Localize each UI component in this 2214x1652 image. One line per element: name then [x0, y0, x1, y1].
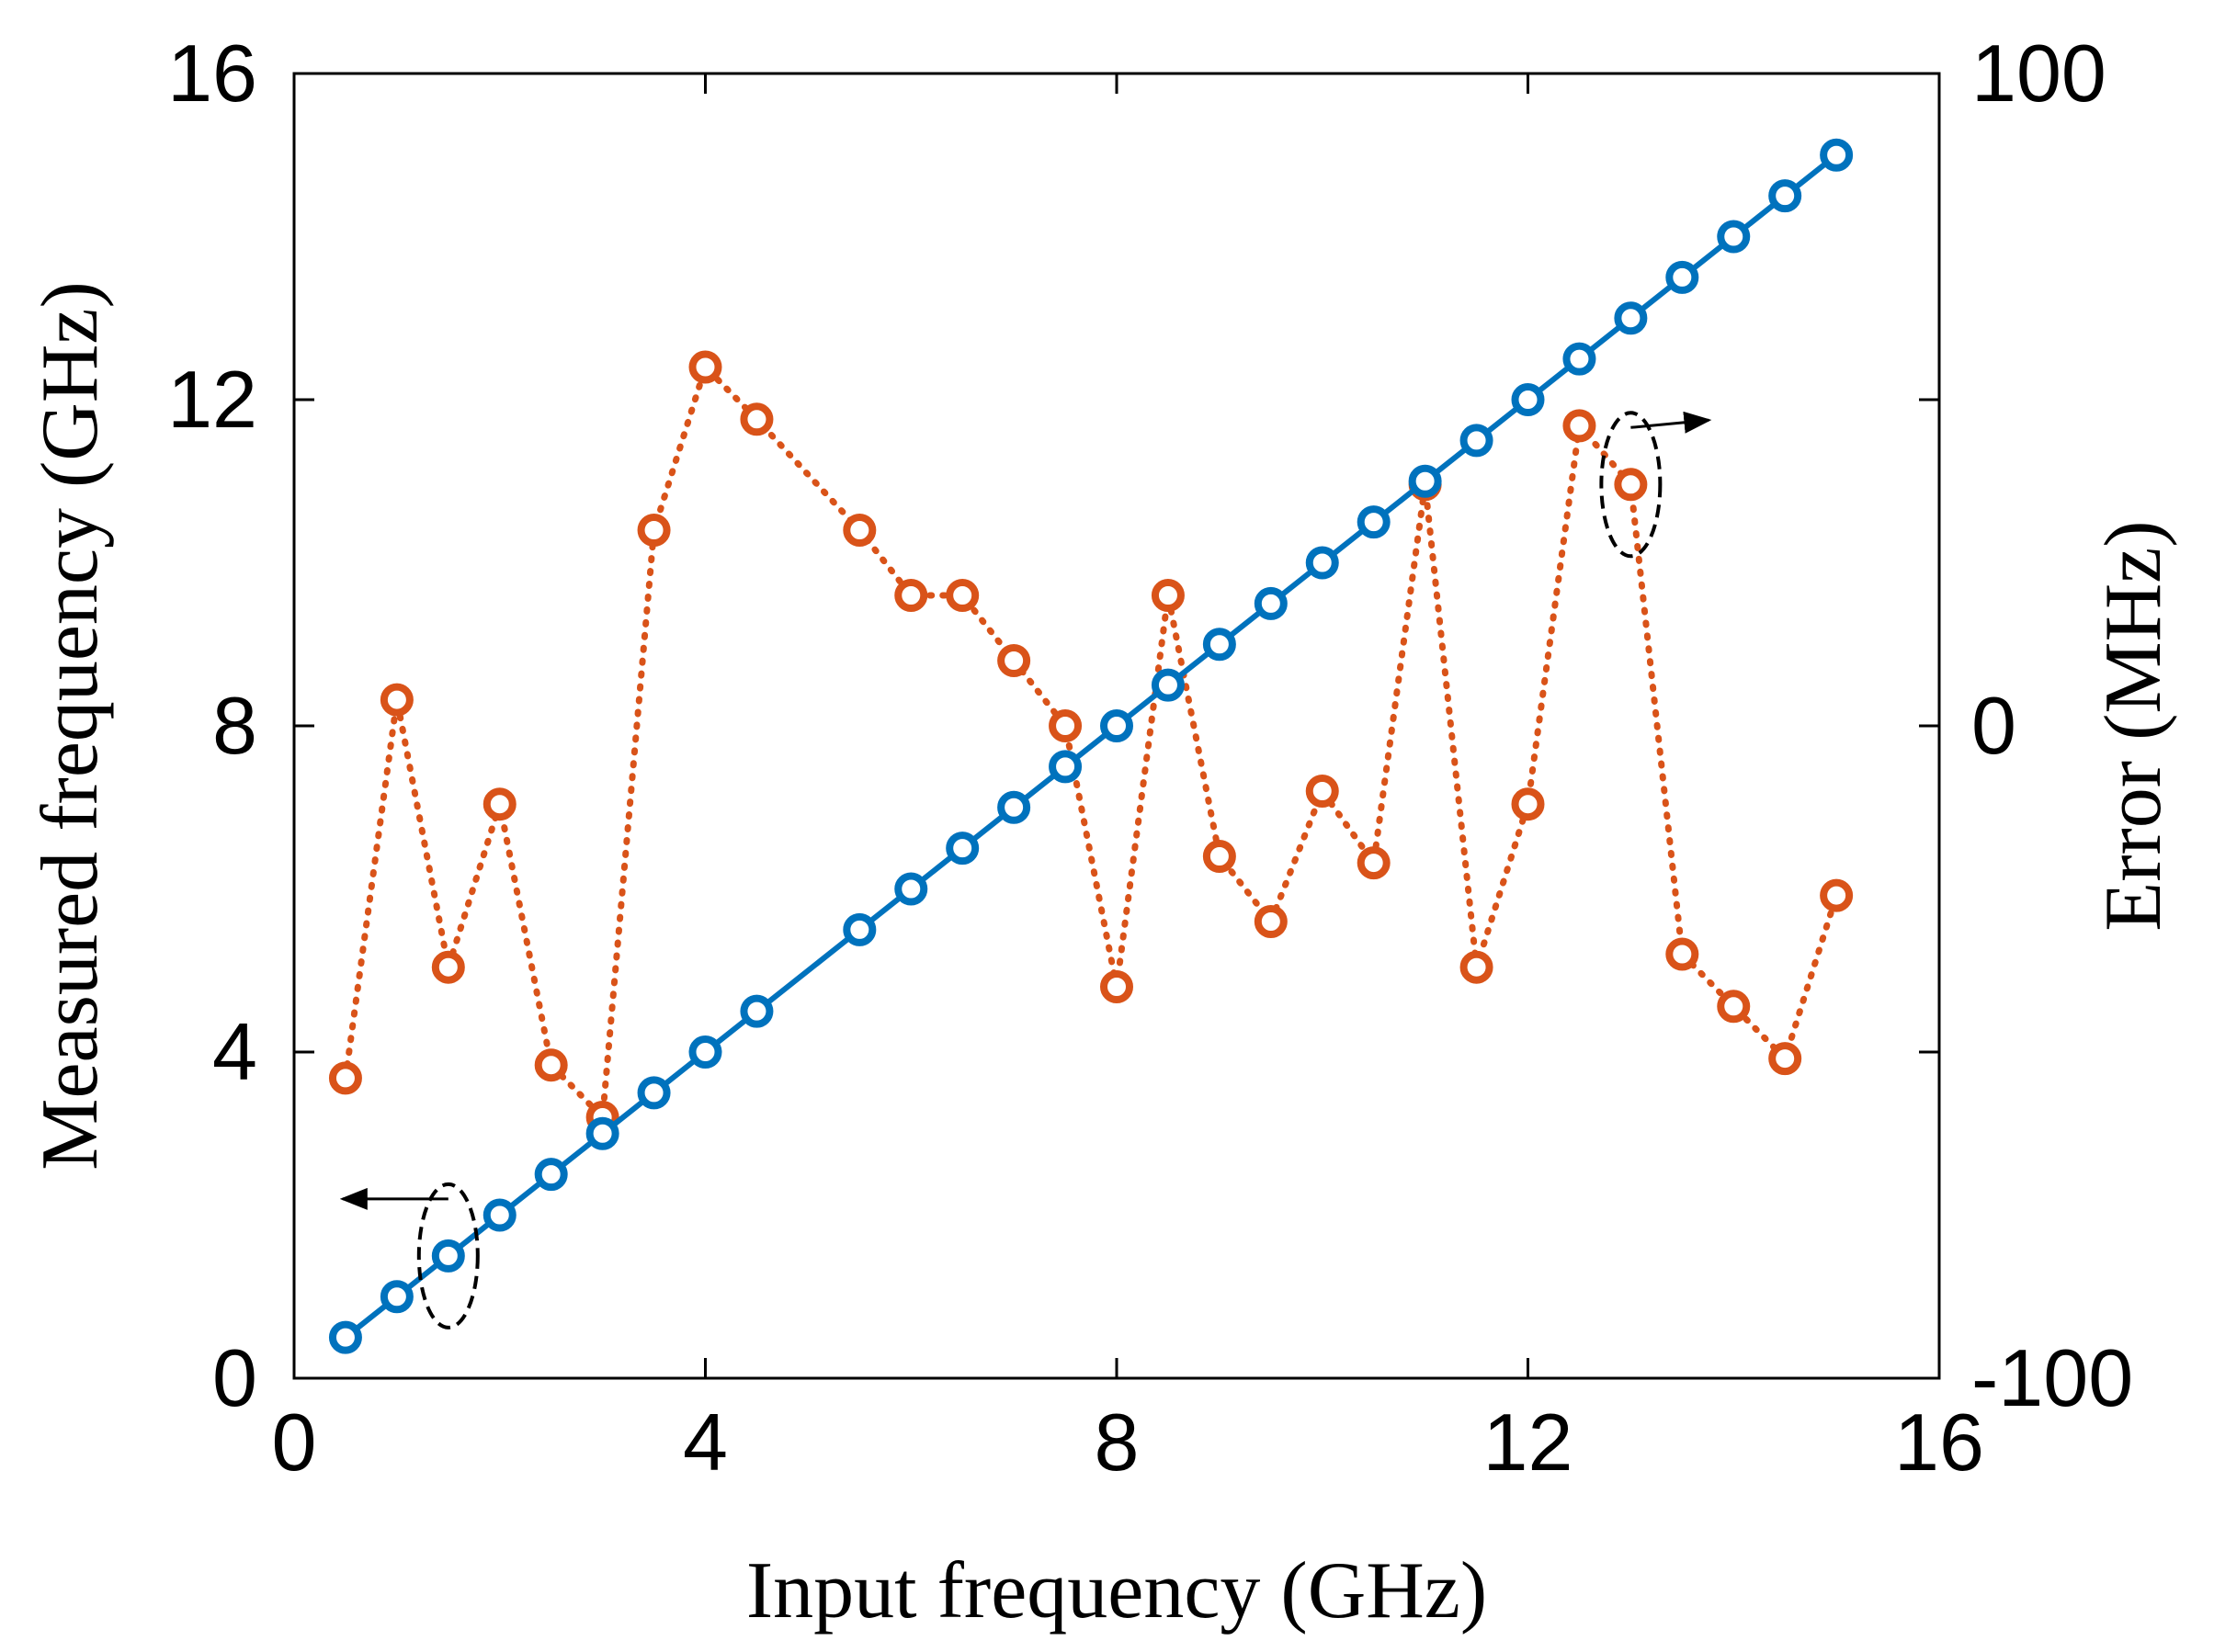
error-point-28	[1820, 878, 1854, 912]
measured-frequency-point-3	[483, 1198, 517, 1232]
error-point-2	[431, 950, 465, 984]
error-point-21	[1459, 950, 1493, 984]
measured-frequency-point-9	[843, 912, 877, 946]
annotation-ellipse-0	[416, 1182, 480, 1330]
measured-frequency-point-10	[894, 872, 928, 906]
x-tick-label-1: 4	[683, 1397, 728, 1488]
measured-frequency-point-4	[534, 1158, 568, 1192]
measured-frequency-point-7	[688, 1035, 722, 1069]
measured-frequency-point-16	[1202, 628, 1236, 662]
measured-frequency-point-18	[1305, 546, 1339, 580]
x-tick-label-4: 16	[1894, 1397, 1984, 1488]
y2-tick-label-0: -100	[1971, 1332, 2133, 1423]
error-point-24	[1614, 468, 1648, 502]
measured-frequency-point-24	[1614, 301, 1648, 335]
error-point-6	[637, 514, 671, 547]
x-tick-label-0: 0	[272, 1397, 317, 1488]
error-point-18	[1305, 775, 1339, 808]
error-point-25	[1665, 937, 1699, 971]
measured-frequency-point-15	[1151, 668, 1185, 702]
error-point-1	[380, 683, 414, 717]
error-point-3	[483, 787, 517, 821]
measured-frequency-point-26	[1717, 220, 1751, 254]
measured-frequency-point-25	[1665, 260, 1699, 294]
error-point-8	[740, 402, 774, 436]
error-series-line	[342, 360, 1840, 1125]
y-tick-label-1: 4	[212, 1006, 257, 1097]
error-point-26	[1717, 990, 1751, 1024]
error-point-10	[894, 579, 928, 612]
y2-tick-label-1: 0	[1971, 680, 2016, 771]
error-point-14	[1100, 970, 1133, 1003]
y-axis-label: Measured frequency (GHz)	[26, 281, 115, 1171]
error-point-17	[1254, 905, 1288, 938]
series-layer	[328, 138, 1854, 1354]
measured-frequency-point-5	[585, 1116, 619, 1150]
measured-frequency-point-8	[740, 994, 774, 1028]
measured-frequency-point-13	[1049, 750, 1083, 784]
annotation-layer	[339, 411, 1712, 1330]
measured-frequency-point-1	[380, 1280, 414, 1314]
error-point-0	[328, 1061, 362, 1095]
measured-frequency-point-12	[997, 790, 1031, 824]
measured-frequency-point-0	[328, 1320, 362, 1354]
measured-frequency-point-6	[637, 1076, 671, 1110]
y-tick-label-3: 12	[167, 354, 257, 445]
y-tick-label-2: 8	[212, 680, 257, 771]
annotation-ellipse-1	[1599, 411, 1663, 559]
error-point-9	[843, 514, 877, 547]
error-point-27	[1768, 1042, 1802, 1076]
measured-frequency-point-22	[1511, 383, 1545, 416]
error-point-16	[1202, 840, 1236, 873]
y-tick-label-0: 0	[212, 1332, 257, 1423]
measured-frequency-point-19	[1357, 505, 1391, 539]
x-tick-label-2: 8	[1095, 1397, 1140, 1488]
error-point-15	[1151, 579, 1185, 612]
y-tick-label-4: 16	[167, 28, 257, 119]
measured-frequency-point-28	[1820, 138, 1854, 172]
measured-frequency-point-2	[431, 1239, 465, 1273]
annotation-arrow-1	[1630, 411, 1712, 434]
measured-frequency-point-14	[1100, 709, 1133, 742]
x-axis-label: Input frequency (GHz)	[746, 1546, 1487, 1635]
error-point-13	[1049, 709, 1083, 742]
error-point-11	[946, 579, 980, 612]
measured-frequency-point-11	[946, 832, 980, 866]
measured-frequency-point-21	[1459, 424, 1493, 458]
y2-axis-label: Error (MHz)	[2089, 520, 2178, 931]
measured-frequency-series-line	[344, 153, 1838, 1340]
y2-tick-label-2: 100	[1971, 28, 2106, 119]
measured-frequency-point-17	[1254, 586, 1288, 620]
error-point-22	[1511, 787, 1545, 821]
measured-frequency-point-23	[1562, 342, 1596, 376]
error-point-23	[1562, 409, 1596, 443]
measured-frequency-point-27	[1768, 179, 1802, 213]
error-point-19	[1357, 846, 1391, 880]
measured-frequency-point-20	[1408, 464, 1442, 498]
x-tick-label-3: 12	[1483, 1397, 1573, 1488]
error-point-4	[534, 1048, 568, 1082]
error-point-12	[997, 644, 1031, 677]
error-point-7	[688, 350, 722, 384]
